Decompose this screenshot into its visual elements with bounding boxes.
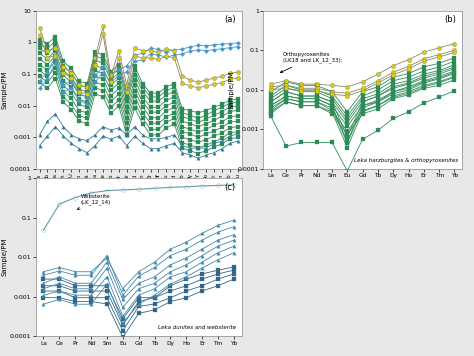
Text: Orthopyroxenites
(LK18 and LK_12_33):: Orthopyroxenites (LK18 and LK_12_33):: [281, 52, 343, 73]
Text: Leka harzburgites & orthopyroxenites: Leka harzburgites & orthopyroxenites: [354, 158, 458, 163]
Y-axis label: Sample/PM: Sample/PM: [229, 70, 235, 109]
Text: (a): (a): [224, 15, 236, 25]
Text: (c): (c): [224, 183, 236, 192]
Y-axis label: Sample/PM: Sample/PM: [1, 238, 7, 277]
Text: Leka dunites and websterite: Leka dunites and websterite: [157, 325, 236, 330]
Text: Websterite
(LK_12_14): Websterite (LK_12_14): [77, 194, 111, 209]
Text: (b): (b): [444, 15, 456, 25]
Y-axis label: Sample/PM: Sample/PM: [1, 70, 7, 109]
